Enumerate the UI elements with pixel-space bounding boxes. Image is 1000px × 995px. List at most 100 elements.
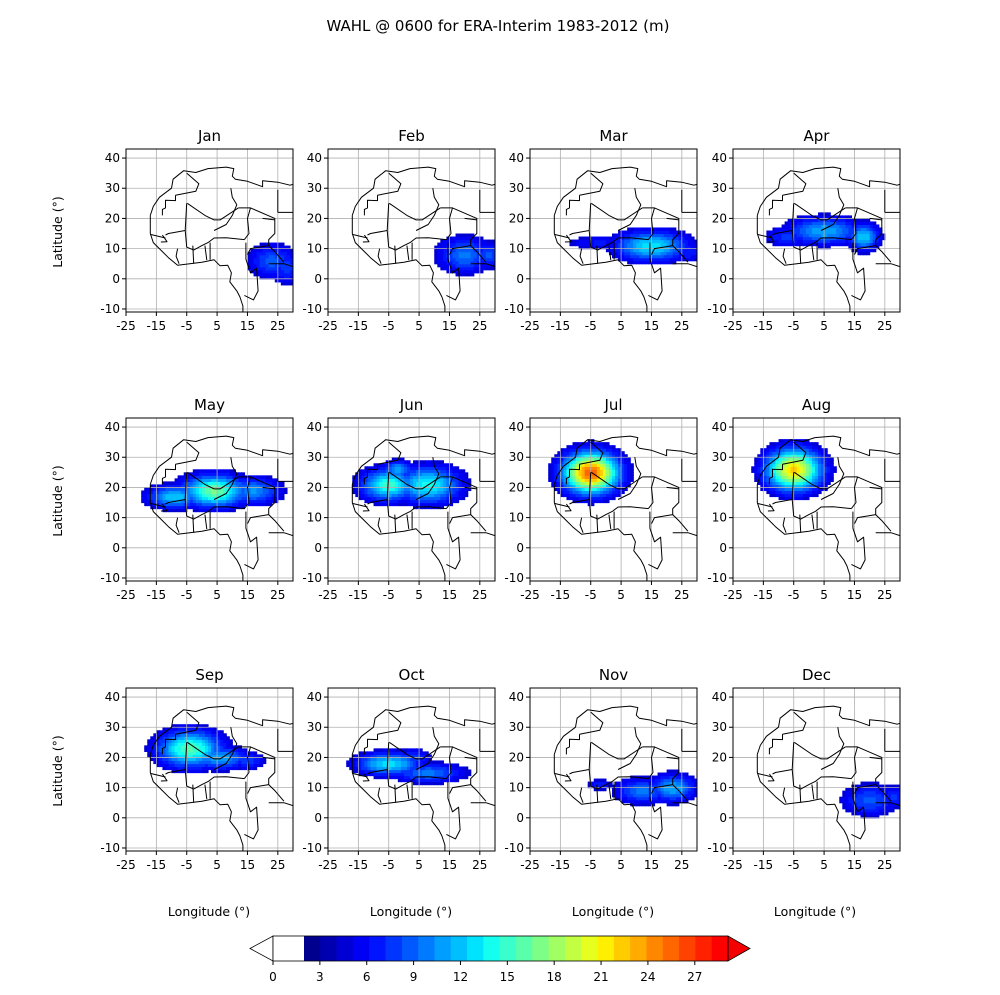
y-tick-label: 30 xyxy=(307,720,322,734)
x-tick-label: -5 xyxy=(585,319,597,333)
x-tick-label: 25 xyxy=(270,319,285,333)
xlabel-col-4: Longitude (°) xyxy=(774,904,856,919)
map-area xyxy=(530,688,700,851)
map-area xyxy=(328,688,498,851)
y-tick-label: -10 xyxy=(302,841,322,855)
y-tick-label: 40 xyxy=(509,151,524,165)
panel-title: Nov xyxy=(599,666,628,684)
x-tick-label: 15 xyxy=(644,319,659,333)
y-tick-label: 20 xyxy=(105,750,120,764)
x-tick-label: 15 xyxy=(240,588,255,602)
field-cell xyxy=(830,457,834,461)
x-tick-label: 5 xyxy=(415,319,423,333)
x-tick-label: -5 xyxy=(383,588,395,602)
y-tick-label: 40 xyxy=(307,690,322,704)
x-tick-label: -25 xyxy=(520,858,540,872)
x-tick-label: -15 xyxy=(754,588,774,602)
field-cell xyxy=(229,739,233,743)
map-area xyxy=(733,418,903,581)
x-tick-label: -25 xyxy=(723,588,743,602)
x-tick-label: -15 xyxy=(349,319,369,333)
x-tick-label: 25 xyxy=(877,588,892,602)
field-cell xyxy=(630,463,634,467)
x-tick-label: 25 xyxy=(674,858,689,872)
map-background xyxy=(328,149,495,312)
y-tick-label: 10 xyxy=(307,511,322,525)
y-tick-label: 20 xyxy=(712,480,727,494)
y-tick-label: 0 xyxy=(112,541,120,555)
xlabel-col-1: Longitude (°) xyxy=(168,904,250,919)
y-tick-label: -10 xyxy=(100,841,120,855)
y-tick-label: 30 xyxy=(307,450,322,464)
x-tick-label: -5 xyxy=(788,319,800,333)
x-tick-label: 15 xyxy=(442,588,457,602)
x-tick-label: 5 xyxy=(415,588,423,602)
x-tick-label: -15 xyxy=(147,588,167,602)
map-background xyxy=(733,688,900,851)
panel-title: Jul xyxy=(603,396,622,414)
y-tick-label: 0 xyxy=(719,541,727,555)
x-tick-label: -25 xyxy=(318,588,338,602)
y-tick-label: -10 xyxy=(302,571,322,585)
y-tick-label: 0 xyxy=(719,272,727,286)
field-cell xyxy=(468,770,472,774)
x-tick-label: -15 xyxy=(349,588,369,602)
map-area xyxy=(530,149,700,312)
x-tick-label: -5 xyxy=(585,588,597,602)
y-tick-label: -10 xyxy=(504,571,524,585)
x-tick-label: -25 xyxy=(318,858,338,872)
y-tick-label: 40 xyxy=(105,690,120,704)
x-tick-label: -5 xyxy=(788,588,800,602)
y-tick-label: 0 xyxy=(314,541,322,555)
wahl-field xyxy=(434,234,495,277)
ylabel-row-3: Latitude (°) xyxy=(50,735,65,806)
y-tick-label: 20 xyxy=(105,480,120,494)
field-cell xyxy=(465,472,469,476)
x-tick-label: 25 xyxy=(270,588,285,602)
y-tick-label: 30 xyxy=(509,450,524,464)
x-tick-label: 15 xyxy=(240,858,255,872)
x-tick-label: 25 xyxy=(270,858,285,872)
ylabel-row-1: Latitude (°) xyxy=(50,196,65,267)
y-tick-label: 30 xyxy=(105,181,120,195)
y-tick-label: 20 xyxy=(509,750,524,764)
y-tick-label: 40 xyxy=(509,690,524,704)
panel-title: Feb xyxy=(398,127,425,145)
field-cell xyxy=(284,487,288,491)
x-tick-label: -25 xyxy=(520,588,540,602)
map-area xyxy=(126,418,296,581)
panel-title: Apr xyxy=(804,127,831,145)
x-tick-label: -25 xyxy=(116,319,136,333)
x-tick-label: 5 xyxy=(213,858,221,872)
panel-title: Jun xyxy=(399,396,423,414)
x-tick-label: 5 xyxy=(820,319,828,333)
x-tick-label: 25 xyxy=(472,858,487,872)
y-tick-label: 10 xyxy=(307,781,322,795)
y-tick-label: 40 xyxy=(105,420,120,434)
x-tick-label: 5 xyxy=(820,588,828,602)
x-tick-label: -15 xyxy=(147,319,167,333)
y-tick-label: 20 xyxy=(307,750,322,764)
y-tick-label: -10 xyxy=(707,302,727,316)
y-tick-label: 40 xyxy=(307,420,322,434)
panel-title: Oct xyxy=(399,666,425,684)
y-tick-label: 10 xyxy=(712,511,727,525)
y-tick-label: 10 xyxy=(509,781,524,795)
x-tick-label: 5 xyxy=(213,319,221,333)
y-tick-label: 0 xyxy=(112,272,120,286)
x-tick-label: -15 xyxy=(147,858,167,872)
x-tick-label: 5 xyxy=(415,858,423,872)
panel-title: May xyxy=(194,396,225,414)
y-tick-label: 40 xyxy=(712,420,727,434)
x-tick-label: -5 xyxy=(181,588,193,602)
y-tick-label: 20 xyxy=(307,211,322,225)
map-area xyxy=(126,149,296,312)
